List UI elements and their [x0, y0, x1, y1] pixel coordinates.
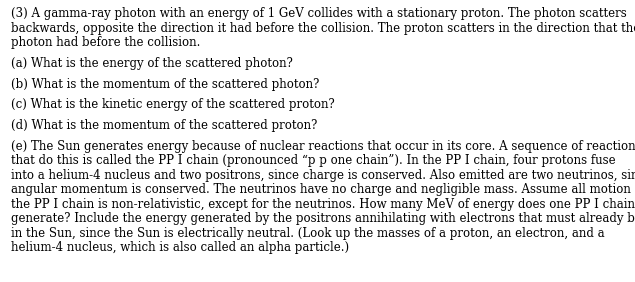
Text: into a helium-4 nucleus and two positrons, since charge is conserved. Also emitt: into a helium-4 nucleus and two positron…	[11, 169, 635, 182]
Text: (a) What is the energy of the scattered photon?: (a) What is the energy of the scattered …	[11, 57, 293, 70]
Text: that do this is called the PP I chain (pronounced “p p one chain”). In the PP I : that do this is called the PP I chain (p…	[11, 154, 616, 167]
Text: (3) A gamma-ray photon with an energy of 1 GeV collides with a stationary proton: (3) A gamma-ray photon with an energy of…	[11, 7, 627, 20]
Text: (b) What is the momentum of the scattered photon?: (b) What is the momentum of the scattere…	[11, 78, 320, 91]
Text: photon had before the collision.: photon had before the collision.	[11, 36, 201, 49]
Text: generate? Include the energy generated by the positrons annihilating with electr: generate? Include the energy generated b…	[11, 212, 635, 225]
Text: (c) What is the kinetic energy of the scattered proton?: (c) What is the kinetic energy of the sc…	[11, 98, 335, 111]
Text: backwards, opposite the direction it had before the collision. The proton scatte: backwards, opposite the direction it had…	[11, 21, 635, 35]
Text: angular momentum is conserved. The neutrinos have no charge and negligible mass.: angular momentum is conserved. The neutr…	[11, 183, 635, 196]
Text: (e) The Sun generates energy because of nuclear reactions that occur in its core: (e) The Sun generates energy because of …	[11, 140, 635, 153]
Text: the PP I chain is non-relativistic, except for the neutrinos. How many MeV of en: the PP I chain is non-relativistic, exce…	[11, 198, 635, 211]
Text: helium-4 nucleus, which is also called an alpha particle.): helium-4 nucleus, which is also called a…	[11, 241, 349, 254]
Text: in the Sun, since the Sun is electrically neutral. (Look up the masses of a prot: in the Sun, since the Sun is electricall…	[11, 227, 605, 240]
Text: (d) What is the momentum of the scattered proton?: (d) What is the momentum of the scattere…	[11, 119, 318, 132]
